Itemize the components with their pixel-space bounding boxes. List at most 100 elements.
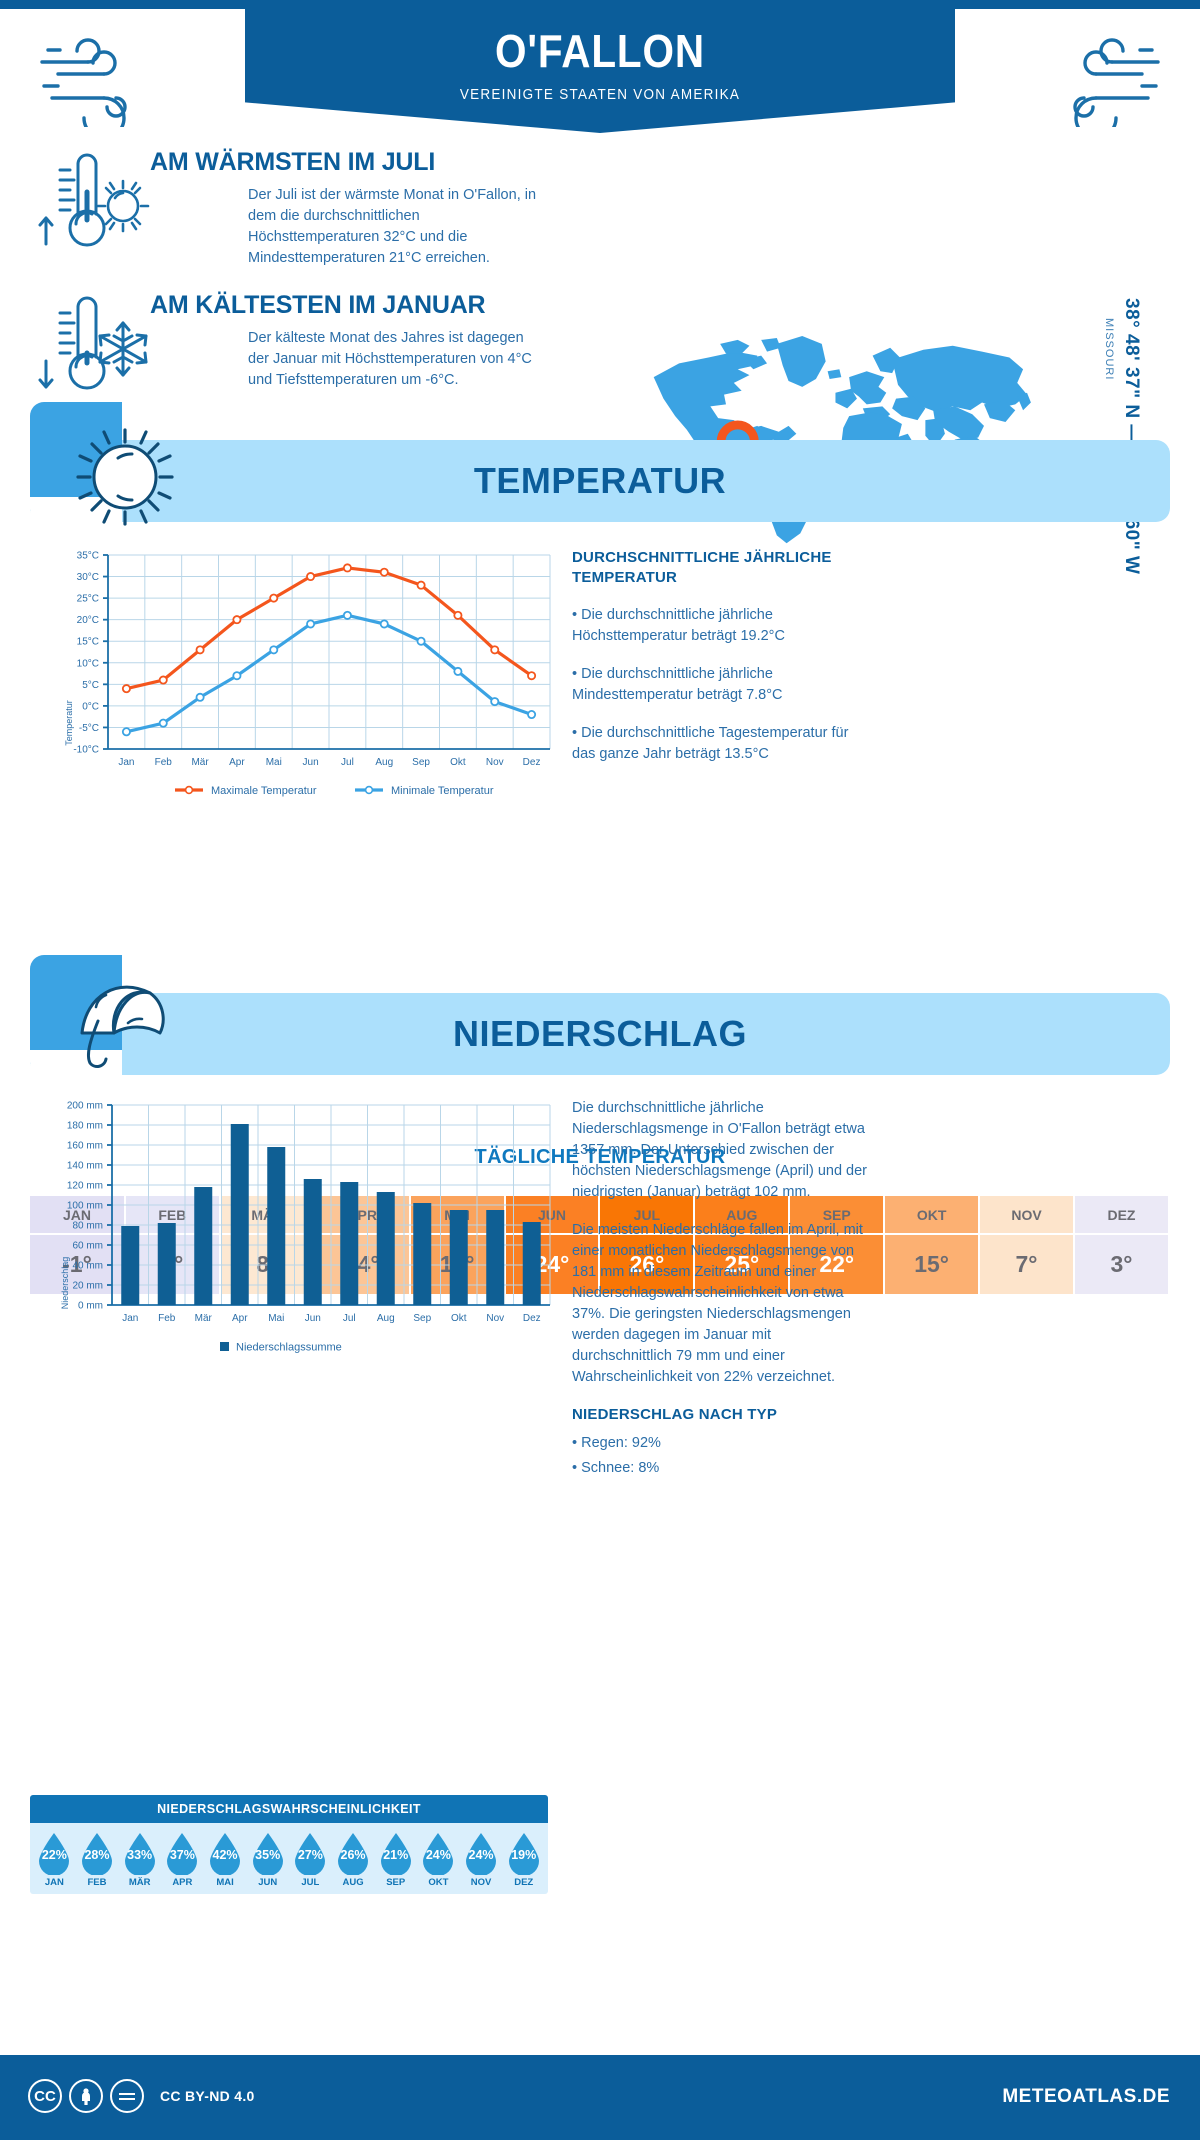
wind-icon-right <box>1073 38 1160 127</box>
cc-badge-by-icon <box>69 2079 103 2113</box>
water-drop-icon: 28% <box>78 1831 116 1875</box>
water-drop-icon: 24% <box>419 1831 457 1875</box>
precipitation-probability-value: 37% <box>169 1848 195 1862</box>
svg-text:30°C: 30°C <box>77 572 99 583</box>
temperature-line-chart: Temperatur -10°C -5°C 0°C 5°C 10°C 15°C 20°C 25… <box>64 551 551 797</box>
water-drop-icon: 42% <box>206 1831 244 1875</box>
coldest-heading: AM KÄLTESTEN IM JANUAR <box>150 291 486 319</box>
country-label: VEREINIGTE STAATEN VON AMERIKA <box>459 86 741 103</box>
precipitation-probability-cell: 35% JUN <box>246 1831 289 1888</box>
precip-type-rain: • Regen: 92% <box>572 1435 661 1452</box>
water-drop-icon: 22% <box>35 1831 73 1875</box>
precipitation-probability-cell: 21% SEP <box>374 1831 417 1888</box>
avg-max-temp: • Die durchschnittliche jährliche Höchst… <box>572 606 785 644</box>
precipitation-probability-month: AUG <box>342 1877 364 1888</box>
page-footer: CC CC BY-ND 4.0 METEOATLAS.DE <box>0 2055 1200 2140</box>
water-drop-icon: 26% <box>334 1831 372 1875</box>
svg-text:Niederschlagssumme: Niederschlagssumme <box>236 1342 342 1354</box>
precipitation-probability-title: NIEDERSCHLAGSWAHRSCHEINLICHKEIT <box>30 1795 548 1823</box>
thermometer-cold-icon <box>38 296 148 390</box>
svg-text:Aug: Aug <box>375 757 393 768</box>
daily-table-temp-cell: 24° <box>504 1234 601 1294</box>
coordinates-label: 38° 48' 37" N — 90° 41' 60" W <box>1121 298 1142 575</box>
svg-text:35°C: 35°C <box>77 551 99 562</box>
svg-text:Aug: Aug <box>377 1313 395 1324</box>
precip-type-title: NIEDERSCHLAG NACH TYP <box>572 1406 778 1424</box>
daily-table-temp-cell: -1° <box>30 1234 126 1294</box>
svg-text:10°C: 10°C <box>77 658 99 669</box>
temperature-side-panel: DURCHSCHNITTLICHE JÄHRLICHE TEMPERATUR •… <box>572 548 872 782</box>
daily-table-temp-cell: 26° <box>599 1234 696 1294</box>
precipitation-probability-month: JUL <box>301 1877 320 1888</box>
precipitation-probability-value: 35% <box>255 1848 281 1862</box>
svg-text:Feb: Feb <box>158 1313 176 1324</box>
precipitation-probability-month: DEZ <box>514 1877 534 1888</box>
daily-table-month-header: DEZ <box>1073 1196 1171 1235</box>
precipitation-probability-value: 26% <box>340 1848 366 1862</box>
daily-table-temp-cell: 22° <box>789 1234 886 1294</box>
water-drop-icon: 24% <box>462 1831 500 1875</box>
precip-type-snow: • Schnee: 8% <box>572 1460 660 1477</box>
svg-text:15°C: 15°C <box>77 637 99 648</box>
water-drop-icon: 33% <box>121 1831 159 1875</box>
precipitation-probability-cell: 42% MAI <box>204 1831 247 1888</box>
water-drop-icon: 21% <box>377 1831 415 1875</box>
precipitation-side-panel: Die durchschnittliche jährliche Niedersc… <box>572 1098 872 1496</box>
daily-table-month-header: NOV <box>979 1196 1075 1235</box>
daily-table-month-header: AUG <box>694 1196 791 1235</box>
svg-text:Minimale Temperatur: Minimale Temperatur <box>391 785 494 797</box>
svg-text:Mär: Mär <box>191 757 209 768</box>
daily-table-month-header: OKT <box>884 1196 981 1235</box>
precip-paragraph-2: Die meisten Niederschläge fallen im Apri… <box>572 1222 863 1386</box>
daily-table-temp-cell: 7° <box>979 1234 1075 1294</box>
svg-text:Jun: Jun <box>305 1313 321 1324</box>
water-drop-icon: 35% <box>249 1831 287 1875</box>
svg-text:Okt: Okt <box>450 757 466 768</box>
water-drop-icon: 37% <box>163 1831 201 1875</box>
svg-text:Feb: Feb <box>155 757 173 768</box>
page-header: O'FALLON VEREINIGTE STAATEN VON AMERIKA <box>0 0 1200 143</box>
svg-text:200 mm: 200 mm <box>67 1101 103 1112</box>
precipitation-probability-value: 28% <box>84 1848 110 1862</box>
svg-text:Apr: Apr <box>232 1313 248 1324</box>
water-drop-icon: 27% <box>291 1831 329 1875</box>
svg-text:5°C: 5°C <box>82 680 99 691</box>
precip-y-axis-label: Niederschlag <box>60 1257 70 1310</box>
temp-y-axis-label: Temperatur <box>64 700 74 746</box>
daily-table-month-header: JUN <box>504 1196 601 1235</box>
svg-text:40 mm: 40 mm <box>72 1261 103 1272</box>
precipitation-banner: NIEDERSCHLAG <box>30 955 1170 1115</box>
precipitation-probability-month: MÄR <box>128 1877 151 1888</box>
umbrella-icon <box>80 985 165 1068</box>
precipitation-probability-cell: 19% DEZ <box>502 1831 545 1888</box>
license-label: CC BY-ND 4.0 <box>160 2088 255 2104</box>
svg-text:Maximale Temperatur: Maximale Temperatur <box>211 785 317 797</box>
precipitation-probability-month: FEB <box>87 1877 107 1888</box>
svg-text:Jan: Jan <box>122 1313 138 1324</box>
svg-text:Nov: Nov <box>486 1313 504 1324</box>
precipitation-probability-cell: 28% FEB <box>76 1831 119 1888</box>
thermometer-hot-icon <box>38 153 150 247</box>
avg-temp-title: DURCHSCHNITTLICHE JÄHRLICHE TEMPERATUR <box>572 549 832 587</box>
precipitation-probability-value: 42% <box>212 1848 238 1862</box>
daily-table-temp-cell: 15° <box>884 1234 981 1294</box>
precipitation-probability-cell: 24% OKT <box>417 1831 460 1888</box>
svg-text:Sep: Sep <box>412 757 430 768</box>
avg-min-temp: • Die durchschnittliche jährliche Mindes… <box>572 665 783 703</box>
svg-text:-5°C: -5°C <box>79 723 99 734</box>
svg-text:60 mm: 60 mm <box>72 1241 103 1252</box>
svg-text:120 mm: 120 mm <box>67 1181 103 1192</box>
precipitation-probability-cell: 24% NOV <box>460 1831 503 1888</box>
precipitation-probability-month: SEP <box>386 1877 406 1888</box>
creative-commons-badges: CC <box>28 2079 144 2113</box>
svg-text:Dez: Dez <box>523 1313 541 1324</box>
precipitation-probability-value: 24% <box>468 1848 494 1862</box>
daily-table-temp-cell: 3° <box>1073 1234 1171 1294</box>
warmest-text: Der Juli ist der wärmste Monat in O'Fall… <box>248 187 537 267</box>
svg-text:140 mm: 140 mm <box>67 1161 103 1172</box>
svg-text:100 mm: 100 mm <box>67 1201 103 1212</box>
precipitation-probability-value: 33% <box>127 1848 153 1862</box>
temperature-banner: TEMPERATUR <box>30 402 1170 562</box>
daily-temperature-title: TÄGLICHE TEMPERATUR <box>474 1146 726 1168</box>
svg-text:25°C: 25°C <box>77 594 99 605</box>
